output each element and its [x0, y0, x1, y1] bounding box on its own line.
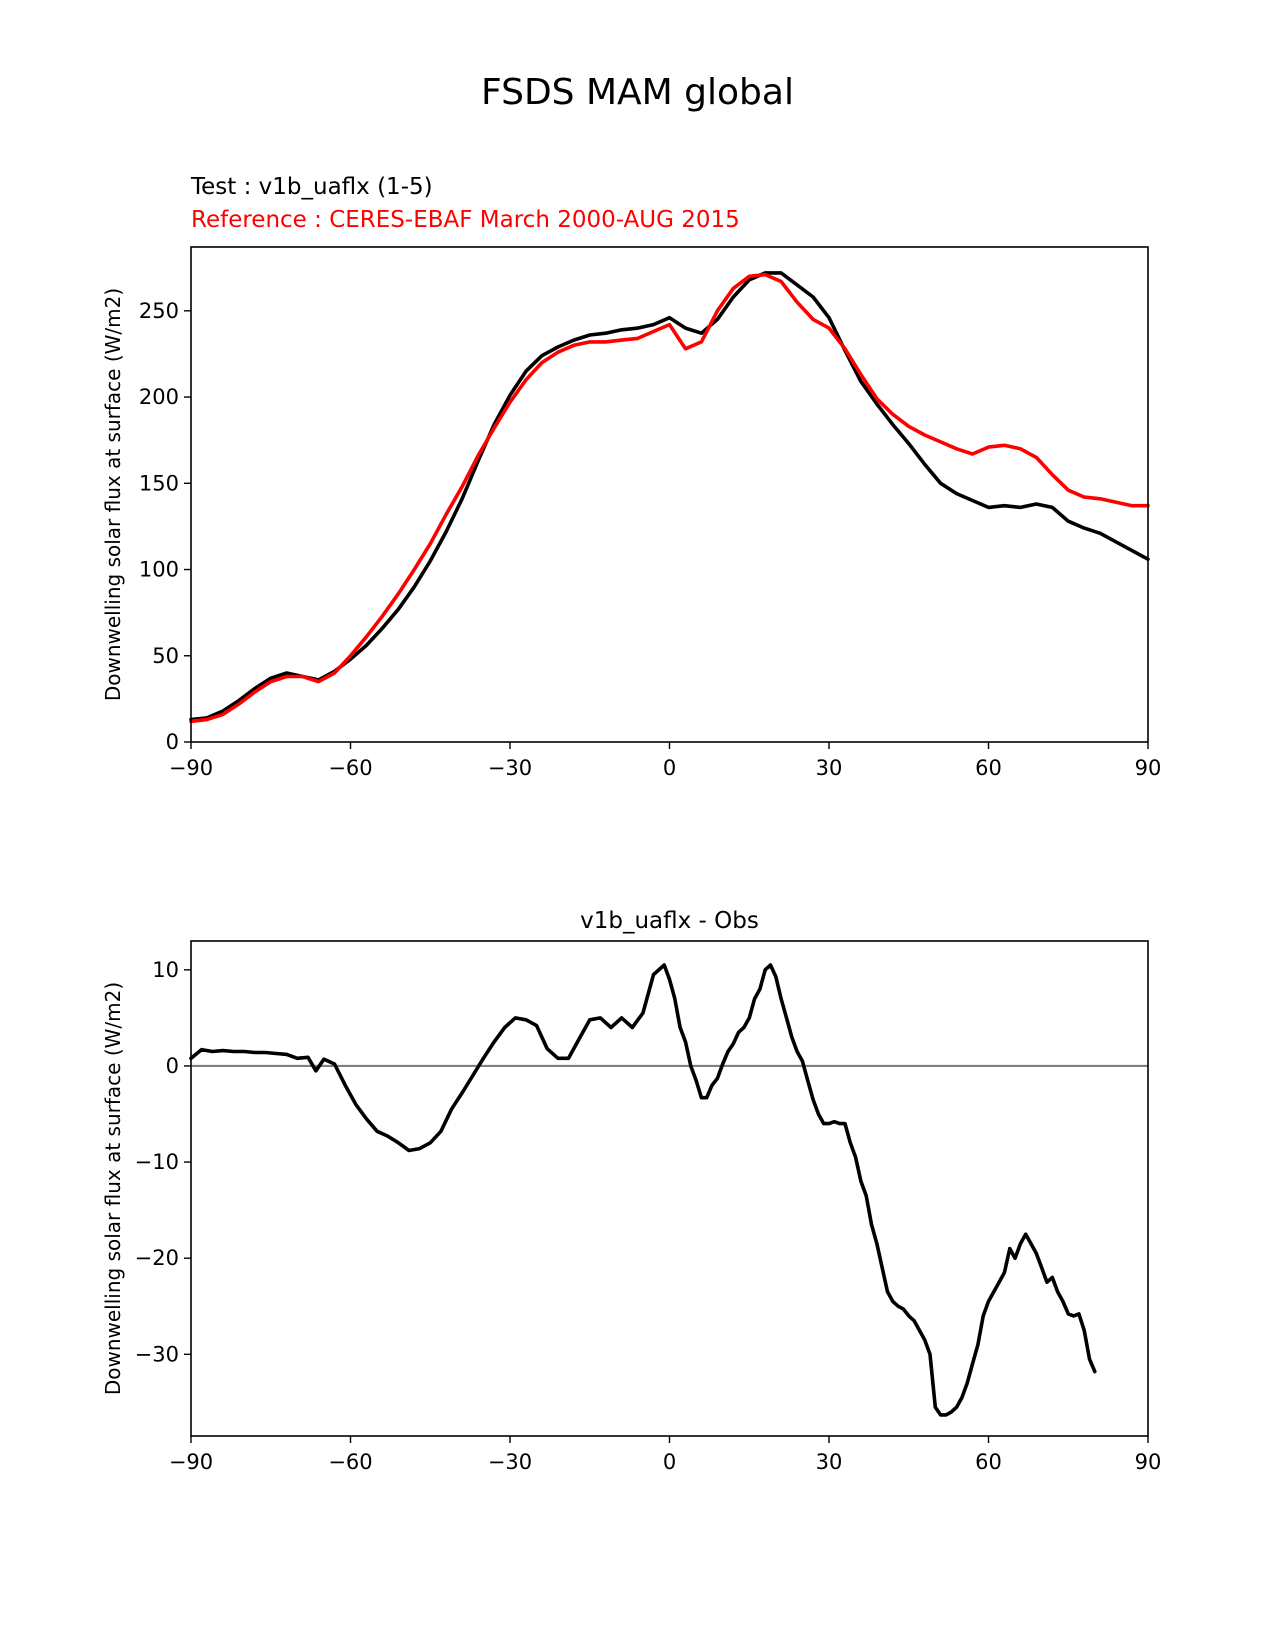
- bottom-y-tick-label: 0: [166, 1054, 179, 1078]
- top-x-tick-label: 90: [1135, 756, 1162, 780]
- top-axes-frame: [190, 246, 1149, 743]
- bottom-x-tick-label: −60: [328, 1450, 372, 1474]
- bottom-x-tick-label: −90: [169, 1450, 213, 1474]
- top-y-tick-label: 200: [139, 385, 179, 409]
- bottom-x-tick-label: 0: [663, 1450, 676, 1474]
- bottom-subplot-title: v1b_uaflx - Obs: [580, 908, 759, 934]
- top-y-axis-label: Downwelling solar flux at surface (W/m2): [101, 288, 125, 701]
- top-x-tick-label: 60: [975, 756, 1002, 780]
- top-y-tick-label: 0: [166, 730, 179, 754]
- test-legend-label: Test : v1b_uaflx (1-5): [191, 174, 433, 200]
- bottom-y-tick-label: −30: [135, 1342, 179, 1366]
- top-y-tick-label: 250: [139, 299, 179, 323]
- bottom-x-tick-label: 30: [816, 1450, 843, 1474]
- bottom-x-tick-label: 60: [975, 1450, 1002, 1474]
- bottom-y-tick-label: 10: [152, 958, 179, 982]
- top-test-series-line: [189, 271, 1150, 722]
- bottom-y-tick-label: −20: [135, 1246, 179, 1270]
- bottom-x-tick-label: 90: [1135, 1450, 1162, 1474]
- top-x-tick-label: −60: [328, 756, 372, 780]
- top-x-tick-label: 0: [663, 756, 676, 780]
- bottom-x-tick-label: −30: [488, 1450, 532, 1474]
- top-y-tick-label: 100: [139, 558, 179, 582]
- top-reference-series-line: [189, 272, 1150, 724]
- top-x-tick-label: −30: [488, 756, 532, 780]
- top-y-tick-label: 150: [139, 471, 179, 495]
- bottom-test-series-line: [189, 963, 1097, 1417]
- reference-legend-label: Reference : CERES-EBAF March 2000-AUG 20…: [191, 207, 740, 233]
- bottom-y-tick-label: −10: [135, 1150, 179, 1174]
- bottom-axes-frame: [190, 940, 1149, 1437]
- figure-title: FSDS MAM global: [481, 72, 794, 113]
- bottom-y-axis-label: Downwelling solar flux at surface (W/m2): [101, 982, 125, 1395]
- top-y-tick-label: 50: [152, 644, 179, 668]
- top-x-tick-label: 30: [816, 756, 843, 780]
- top-x-tick-label: −90: [169, 756, 213, 780]
